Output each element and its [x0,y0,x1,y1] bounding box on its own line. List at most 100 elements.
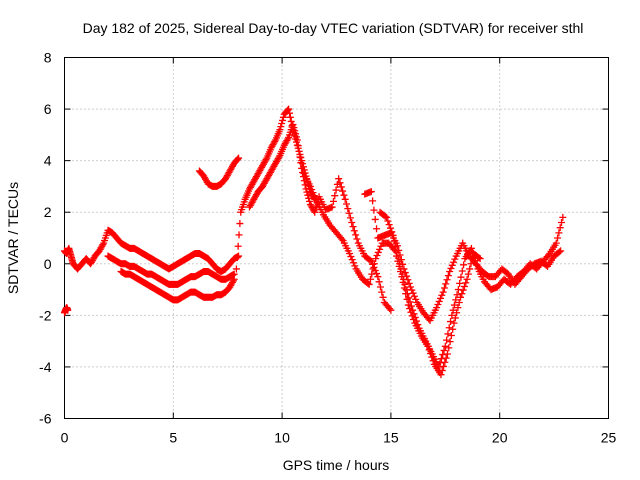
data-point [276,126,284,134]
data-point [435,297,443,305]
data-point [453,291,461,299]
data-point [559,213,567,221]
data-point [476,255,484,263]
data-point [386,224,394,232]
x-tick-label: 5 [169,430,177,446]
y-tick-label: 4 [44,153,52,169]
data-point [292,130,300,138]
data-point [376,245,384,253]
data-point [406,283,414,291]
data-point [64,306,72,314]
data-point [394,254,402,262]
data-point [285,109,293,117]
data-point [340,191,348,199]
y-axis-label: SDTVAR / TECUs [5,182,21,294]
series-track-c [117,268,238,304]
data-point [306,182,314,190]
data-point [379,293,387,301]
data-point [278,120,286,128]
x-tick-label: 0 [61,430,69,446]
x-axis-label: GPS time / hours [283,457,390,473]
data-point [386,305,394,313]
data-point [554,234,562,242]
data-point [345,209,353,217]
data-point [552,239,560,247]
data-point [463,275,471,283]
data-point [365,280,373,288]
plot-frame [64,57,609,419]
y-tick-label: -4 [39,359,52,375]
data-point [383,213,391,221]
data-point [437,294,445,302]
data-point [310,192,318,200]
data-point [471,257,479,265]
data-point [299,169,307,177]
data-point [466,265,474,273]
tick-layer: 0 5 10 15 20 25 -6 -4 -2 0 2 4 6 8 [39,50,616,446]
data-point [414,321,422,329]
data-point [544,251,552,259]
data-point [341,195,349,203]
data-point [412,295,420,303]
data-point [338,235,346,243]
data-point [413,317,421,325]
data-point [438,291,446,299]
y-tick-label: 6 [44,101,52,117]
data-point [381,212,389,220]
data-point [234,242,242,250]
data-point [401,280,409,288]
data-point [296,153,304,161]
data-point [331,192,339,200]
data-point [291,127,299,135]
data-point [275,153,283,161]
data-point [374,248,382,256]
data-point [290,124,298,132]
data-point [454,286,462,294]
data-point [440,346,448,354]
data-point [372,255,380,263]
data-point [301,181,309,189]
data-point [350,227,358,235]
data-point [444,330,452,338]
data-point [555,229,563,237]
data-point [271,138,279,146]
data-point [368,270,376,278]
data-point [433,304,441,312]
series-track-d [195,154,243,190]
data-point [364,279,372,287]
data-point [337,183,345,191]
data-point [351,262,359,270]
data-point [376,283,384,291]
data-point [373,252,381,260]
data-point [349,223,357,231]
data-point [370,260,378,268]
data-point [470,253,478,261]
data-point [305,194,313,202]
data-point [284,135,292,143]
data-point [392,243,400,251]
data-point [462,279,470,287]
data-point [295,147,303,155]
data-point [449,306,457,314]
data-point [434,301,442,309]
chart-title: Day 182 of 2025, Sidereal Day-to-day VTE… [83,20,584,36]
data-point [369,197,377,205]
data-point [352,231,360,239]
data-point [309,189,317,197]
data-point [557,219,565,227]
grid-layer [64,57,609,419]
data-point [460,261,468,269]
y-tick-label: -6 [39,411,52,427]
data-point [311,208,319,216]
y-tick-label: 0 [44,256,52,272]
series-track-b [104,252,238,288]
data-point [375,278,383,286]
data-point [441,342,449,350]
data-point [439,351,447,359]
data-point [230,275,238,283]
data-point [396,260,404,268]
x-tick-label: 25 [601,430,617,446]
data-point [349,259,357,267]
data-point [397,265,405,273]
